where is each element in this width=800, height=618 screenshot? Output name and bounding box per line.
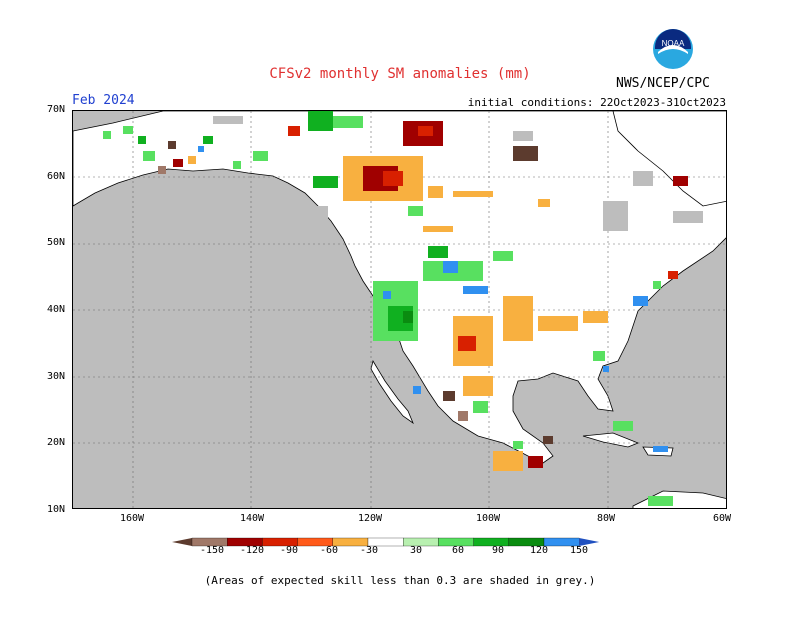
lon-tick: 160W	[120, 513, 145, 524]
colorbar-label: 90	[492, 545, 505, 556]
colorbar-label: -30	[360, 545, 379, 556]
colorbar-arrow-left	[172, 538, 192, 546]
lat-tick: 60N	[47, 171, 66, 182]
footnote: (Areas of expected skill less than 0.3 a…	[204, 574, 596, 587]
colorbar-label: -120	[240, 545, 265, 556]
lat-tick: 20N	[47, 437, 66, 448]
colorbar-label: 30	[410, 545, 423, 556]
cuba-land	[582, 432, 640, 448]
colorbar-label: -90	[280, 545, 299, 556]
lat-tick: 40N	[47, 304, 66, 315]
colorbar-label: 60	[452, 545, 465, 556]
colorbar-labels: -150 -120 -90 -60 -30 30 60 90 120 150	[172, 545, 632, 559]
lat-tick: 30N	[47, 371, 66, 382]
anomaly-map	[72, 110, 727, 509]
lat-tick: 50N	[47, 237, 66, 248]
colorbar-arrow-right	[579, 538, 600, 546]
lon-tick: 140W	[240, 513, 265, 524]
map-title: CFSv2 monthly SM anomalies (mm)	[269, 66, 531, 82]
lat-tick: 10N	[47, 504, 66, 515]
map-canvas	[73, 111, 726, 508]
lat-tick: 70N	[47, 104, 66, 115]
low-skill-areas	[213, 116, 703, 231]
greenland-land	[612, 111, 726, 207]
lon-tick: 120W	[358, 513, 383, 524]
colorbar	[172, 537, 600, 547]
colorbar-swatches	[172, 537, 600, 547]
colorbar-label: -150	[200, 545, 225, 556]
anomaly-cells	[103, 111, 688, 506]
agency-label: NWS/NCEP/CPC	[616, 76, 710, 91]
baja-peninsula	[370, 359, 414, 425]
initial-conditions-label: initial conditions: 22Oct2023-31Oct2023	[467, 96, 726, 109]
lon-tick: 100W	[476, 513, 501, 524]
valid-month-label: Feb 2024	[72, 93, 135, 108]
lon-tick: 80W	[597, 513, 616, 524]
noaa-logo: NOAA	[653, 29, 693, 69]
lon-tick: 60W	[713, 513, 732, 524]
colorbar-label: -60	[320, 545, 339, 556]
south-america-land	[632, 490, 726, 508]
colorbar-label: 150	[570, 545, 589, 556]
logo-text: NOAA	[662, 39, 685, 48]
colorbar-label: 120	[530, 545, 549, 556]
